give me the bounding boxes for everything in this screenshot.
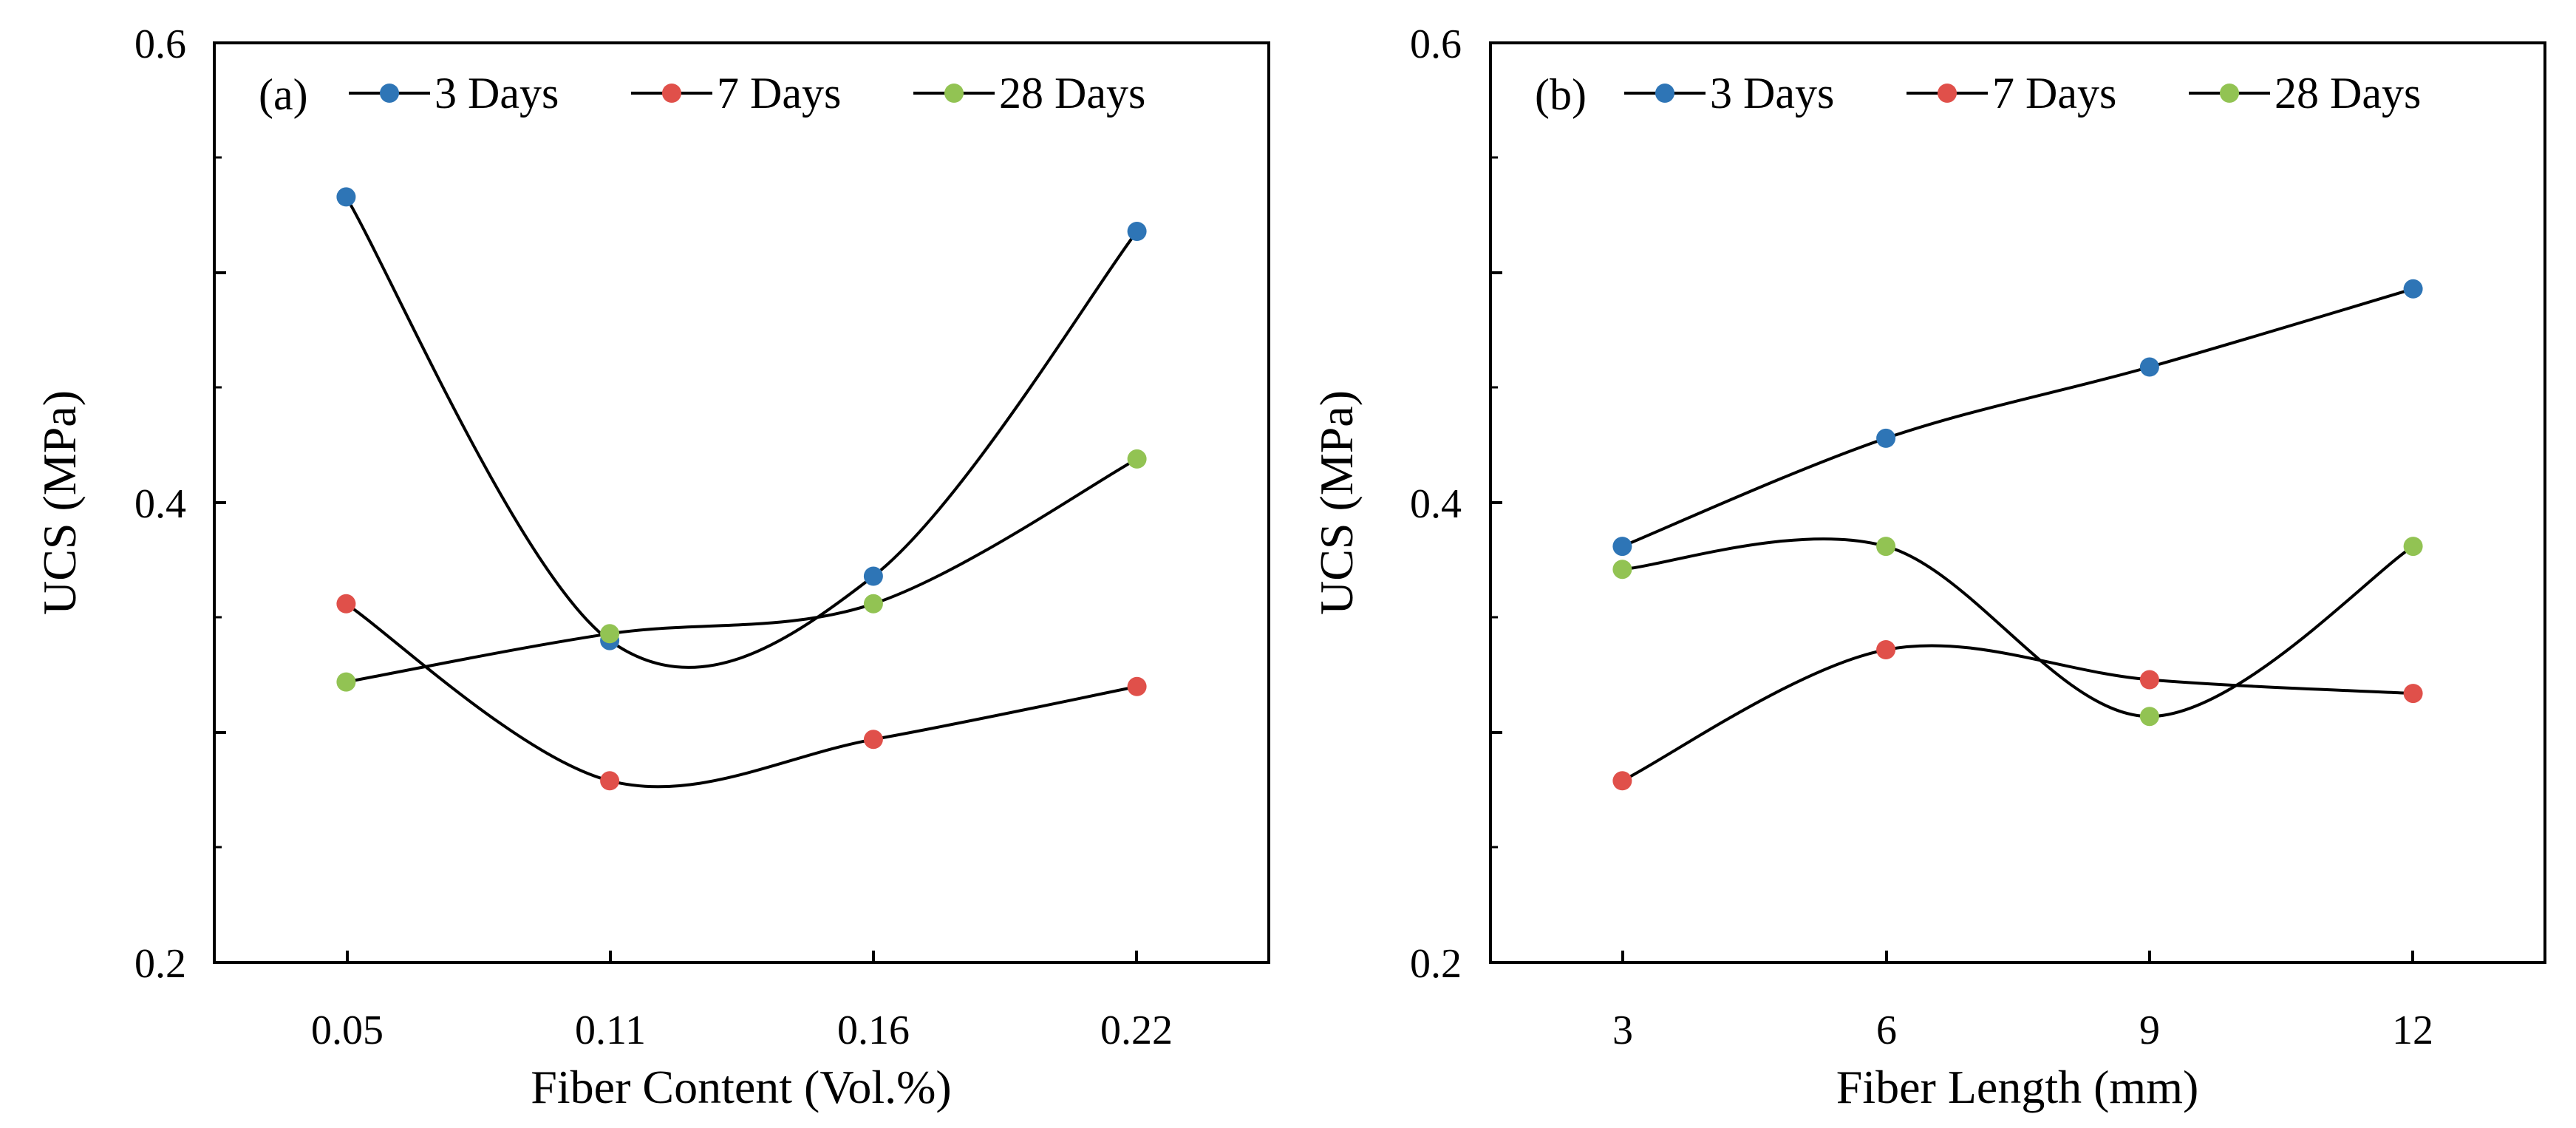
panel-a: 0.2 0.4 0.6 0.05 0.11 0.16 0.22 Fiber Co… [33, 21, 1270, 1113]
y-axis-title: UCS (MPa) [1310, 390, 1363, 615]
data-points [336, 187, 1147, 791]
legend-label-7-days: 7 Days [717, 69, 841, 118]
x-tick-label: 12 [2392, 1008, 2433, 1053]
data-point-28-days-2 [863, 594, 883, 614]
panel-b: 0.2 0.4 0.6 3 6 9 12 Fiber Length (mm) U… [1310, 21, 2546, 1113]
data-point-3-days-0 [1612, 537, 1632, 557]
legend-label-7-days: 7 Days [1992, 69, 2116, 118]
y-tick-label: 0.6 [134, 21, 186, 67]
legend-marker-28-days [944, 84, 964, 103]
legend-marker-3-days [1655, 84, 1674, 103]
data-point-28-days-0 [1612, 560, 1632, 580]
data-point-7-days-0 [1612, 771, 1632, 791]
x-tick-label: 0.22 [1100, 1008, 1173, 1053]
data-point-28-days-2 [2139, 707, 2159, 727]
series-line-28-days [346, 458, 1138, 684]
data-point-28-days-1 [1876, 537, 1896, 557]
y-tick-label: 0.2 [134, 941, 186, 987]
x-tick-label: 0.05 [311, 1008, 384, 1053]
legend-label-3-days: 3 Days [1710, 69, 1834, 118]
data-point-3-days-2 [2139, 357, 2159, 377]
data-point-3-days-3 [1127, 222, 1147, 241]
series-line-3-days [1621, 287, 2414, 548]
legend-marker-7-days [662, 84, 681, 103]
legend-label-3-days: 3 Days [435, 69, 559, 118]
data-point-28-days-0 [336, 672, 356, 692]
x-axis-title: Fiber Length (mm) [1836, 1061, 2199, 1113]
data-point-7-days-2 [2139, 670, 2159, 690]
data-point-3-days-0 [336, 187, 356, 207]
data-point-3-days-3 [2403, 279, 2423, 299]
data-point-28-days-1 [600, 624, 620, 644]
data-point-7-days-1 [1876, 640, 1896, 659]
series-line-7-days [345, 602, 1137, 789]
x-tick-label: 0.16 [837, 1008, 910, 1053]
data-point-7-days-3 [1127, 676, 1147, 696]
y-tick-label: 0.4 [134, 481, 186, 527]
x-tick-label: 3 [1612, 1008, 1633, 1053]
legend-label-28-days: 28 Days [999, 69, 1145, 118]
legend-marker-3-days [380, 84, 399, 103]
panel-label: (b) [1535, 70, 1587, 119]
legend-label-28-days: 28 Days [2275, 69, 2421, 118]
data-point-28-days-3 [1127, 449, 1147, 469]
data-point-3-days-2 [863, 566, 883, 586]
data-point-7-days-1 [600, 771, 620, 791]
x-tick-label: 9 [2139, 1008, 2160, 1053]
plot-frame [213, 41, 1270, 964]
legend-marker-7-days [1938, 84, 1957, 103]
data-point-3-days-1 [1876, 428, 1896, 448]
x-axis-title: Fiber Content (Vol.%) [531, 1061, 951, 1113]
x-tick-label: 0.11 [575, 1008, 646, 1053]
y-axis-title: UCS (MPa) [33, 390, 86, 615]
data-points [1612, 279, 2423, 791]
data-point-7-days-2 [863, 730, 883, 750]
data-point-28-days-3 [2403, 537, 2423, 557]
series-line-28-days [1622, 537, 2414, 718]
legend: 3 Days 7 Days 28 Days [1624, 69, 2421, 118]
panel-label: (a) [259, 70, 308, 119]
x-tick-label: 6 [1876, 1008, 1897, 1053]
legend: 3 Days 7 Days 28 Days [349, 69, 1145, 118]
y-tick-label: 0.2 [1410, 941, 1462, 987]
series-line-7-days [1621, 644, 2413, 783]
series-line-3-days [344, 196, 1139, 669]
plot-frame [1489, 41, 2546, 964]
data-point-7-days-0 [336, 594, 356, 614]
data-point-7-days-3 [2403, 684, 2423, 704]
y-tick-label: 0.6 [1410, 21, 1462, 67]
legend-marker-28-days [2220, 84, 2239, 103]
y-tick-label: 0.4 [1410, 481, 1462, 527]
